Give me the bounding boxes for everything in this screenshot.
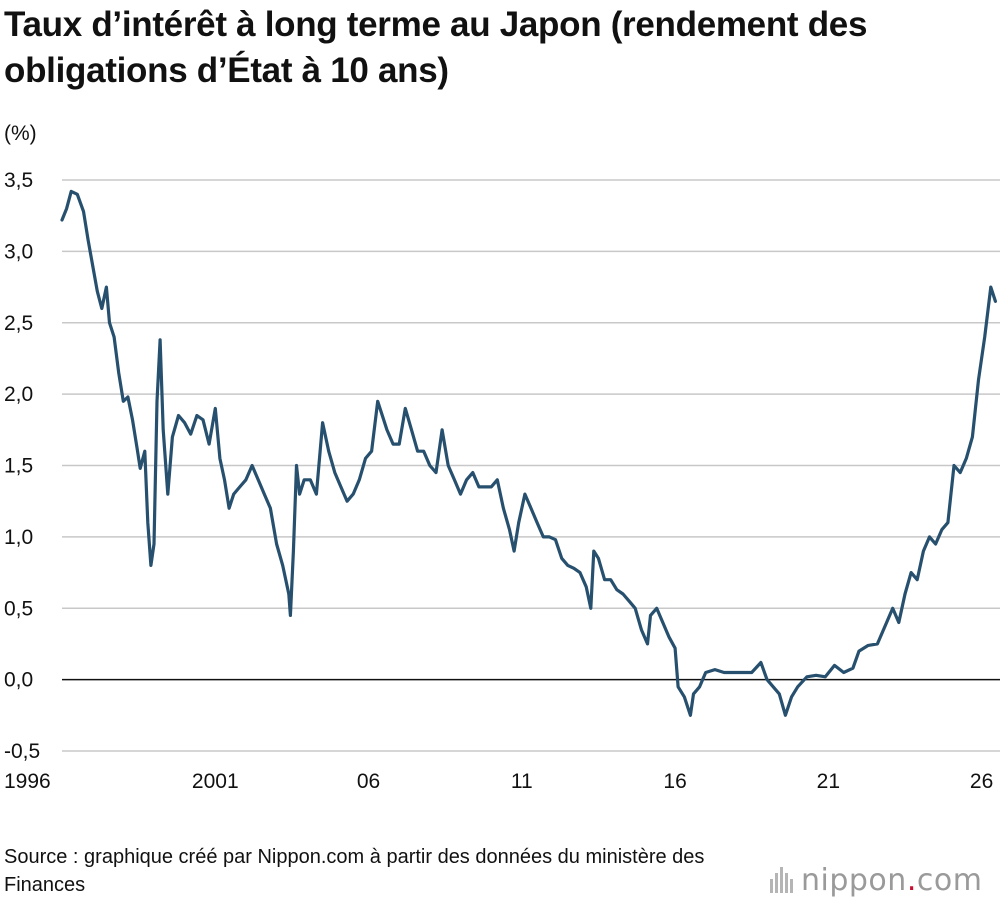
- x-tick-label: 06: [357, 770, 380, 793]
- y-axis-unit-label: (%): [4, 122, 37, 145]
- chart-title: Taux d’intérêt à long terme au Japon (re…: [4, 5, 868, 90]
- x-tick-label: 16: [663, 770, 686, 793]
- x-tick-label: 26: [970, 770, 993, 793]
- y-tick-labels: 3,5 3,0 2,5 2,0 1,5 1,0 0,5 0,0 -0,5: [4, 169, 40, 763]
- y-tick-label: 1,0: [4, 526, 33, 549]
- series-group: [60, 189, 997, 717]
- y-tick-label: 3,0: [4, 240, 33, 263]
- gridlines: [62, 179, 1000, 752]
- logo-bars-icon: [770, 867, 793, 893]
- y-tick-label: 3,5: [4, 169, 33, 192]
- nippon-logo: nippon.com: [770, 860, 982, 900]
- y-tick-label: 1,5: [4, 455, 33, 478]
- y-tick-label: 2,0: [4, 383, 33, 406]
- x-tick-label: 2001: [192, 770, 239, 793]
- logo-text: nippon.com: [801, 862, 983, 898]
- y-tick-label: 0,5: [4, 597, 33, 620]
- y-tick-label: -0,5: [4, 740, 40, 763]
- line-chart: 3,53,02,52,01,51,00,50,0-0,5 1996 2001 06 1…: [4, 169, 1000, 793]
- x-tick-label: 1996: [4, 770, 51, 793]
- x-tick-label: 11: [511, 770, 533, 793]
- x-tick-label: 21: [817, 770, 840, 793]
- y-tick-label: 0,0: [4, 669, 33, 692]
- x-tick-labels: 1996 2001 06 11 16 21 26: [4, 770, 993, 793]
- source-note: Source : graphique créé par Nippon.com à…: [4, 846, 705, 896]
- yield-series-line: [60, 189, 997, 717]
- y-tick-label: 2,5: [4, 312, 33, 335]
